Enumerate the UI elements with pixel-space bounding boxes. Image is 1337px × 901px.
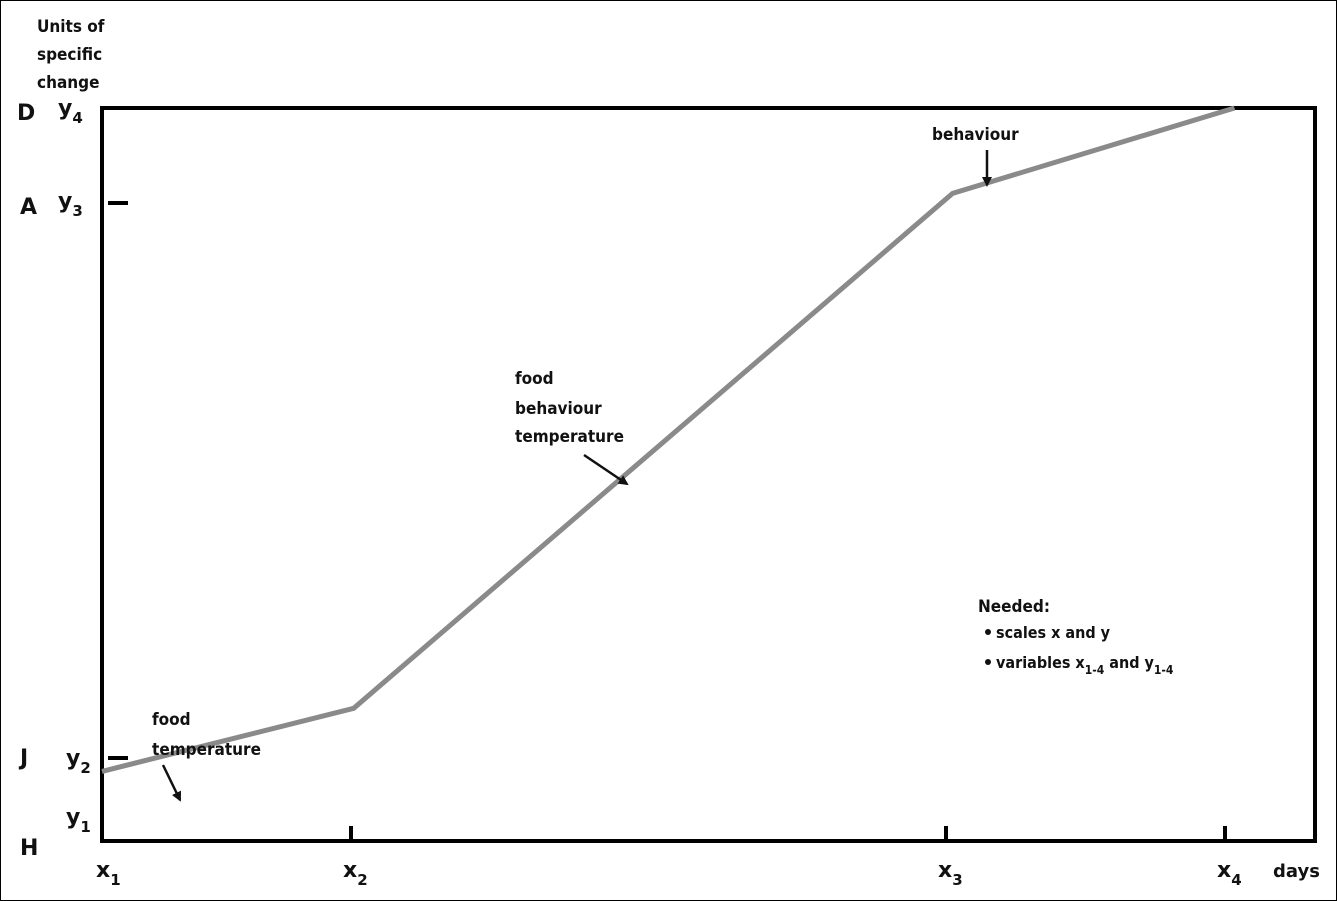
y2-tick-label: y2 [66,746,91,777]
annotation-1-line-2: temperature [152,740,261,760]
annotation-2-line-2: behaviour [515,399,602,419]
x2-tick-label: x2 [343,858,368,889]
annotation-1-line-1: food [152,710,191,730]
series-line [101,105,1236,774]
note-item-1: scales x and y [996,623,1111,642]
stage-letter-h: H [20,836,38,861]
note-bullet-2 [985,659,991,665]
annotation-1-arrow [161,764,182,802]
annotation-2-arrow [583,453,629,486]
x4-tick-label: x4 [1217,858,1242,889]
note-item-2: variables x1-4 and y1-4 [996,653,1174,677]
note-bullet-1 [985,629,991,635]
x3-tick-label: x3 [938,858,963,889]
y1-tick-label: y1 [66,805,91,836]
y-axis-title-line-1: Units of [37,17,105,37]
y-axis-title-line-2: specific [37,45,102,65]
stage-letter-a: A [20,195,37,220]
annotation-2-line-3: temperature [515,427,624,447]
y-axis-title-line-3: change [37,73,100,93]
plot-frame [100,106,1317,843]
y3-tick-label: y3 [58,189,83,220]
stage-letter-j: J [18,746,28,771]
annotation-3-line-1: behaviour [932,125,1019,145]
y4-tick-label: y4 [58,96,83,127]
x-unit-label: days [1273,861,1320,882]
stage-letter-d: D [17,101,35,126]
annotation-2-line-1: food [515,369,554,389]
x1-tick-label: x1 [96,858,121,889]
note-title: Needed: [978,597,1050,617]
